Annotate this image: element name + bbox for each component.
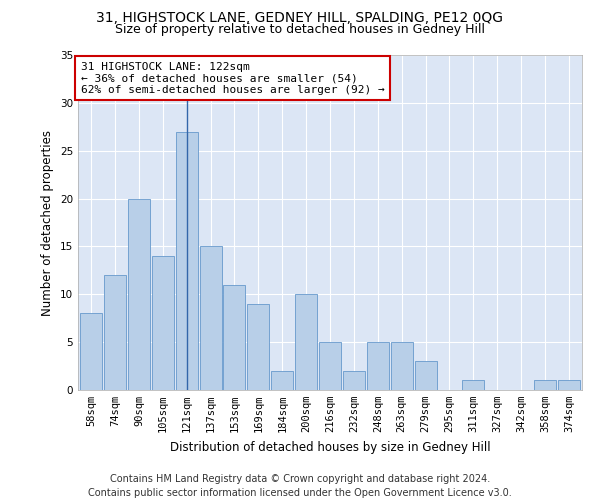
Bar <box>80 314 102 390</box>
Text: Size of property relative to detached houses in Gedney Hill: Size of property relative to detached ho… <box>115 22 485 36</box>
Bar <box>463 380 484 390</box>
Bar <box>104 275 126 390</box>
Bar <box>223 284 245 390</box>
Text: Contains HM Land Registry data © Crown copyright and database right 2024.
Contai: Contains HM Land Registry data © Crown c… <box>88 474 512 498</box>
Bar <box>558 380 580 390</box>
Bar <box>152 256 174 390</box>
Bar <box>534 380 556 390</box>
Bar <box>367 342 389 390</box>
Text: 31, HIGHSTOCK LANE, GEDNEY HILL, SPALDING, PE12 0QG: 31, HIGHSTOCK LANE, GEDNEY HILL, SPALDIN… <box>97 11 503 25</box>
Bar <box>200 246 221 390</box>
Bar <box>271 371 293 390</box>
Bar <box>247 304 269 390</box>
Bar <box>343 371 365 390</box>
Bar <box>319 342 341 390</box>
Bar <box>128 198 150 390</box>
Text: 31 HIGHSTOCK LANE: 122sqm
← 36% of detached houses are smaller (54)
62% of semi-: 31 HIGHSTOCK LANE: 122sqm ← 36% of detac… <box>80 62 384 95</box>
Bar <box>415 362 437 390</box>
Bar <box>176 132 197 390</box>
X-axis label: Distribution of detached houses by size in Gedney Hill: Distribution of detached houses by size … <box>170 440 490 454</box>
Bar <box>391 342 413 390</box>
Y-axis label: Number of detached properties: Number of detached properties <box>41 130 55 316</box>
Bar <box>295 294 317 390</box>
